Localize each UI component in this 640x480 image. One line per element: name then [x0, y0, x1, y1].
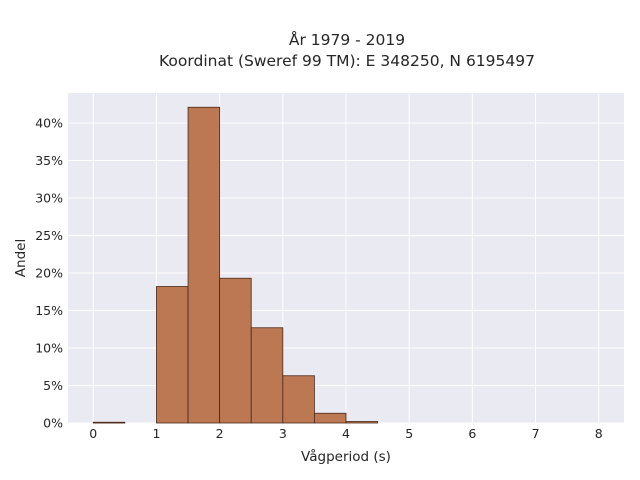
- x-tick-label: 8: [595, 426, 603, 441]
- y-tick-label: 25%: [35, 228, 63, 243]
- x-tick-label: 4: [342, 426, 350, 441]
- chart-subtitle: Koordinat (Sweref 99 TM): E 348250, N 61…: [159, 52, 535, 70]
- y-axis-ticks: 0% 5% 10% 15% 20% 25% 30% 35% 40%: [35, 116, 63, 431]
- histogram-bar: [250, 327, 284, 424]
- y-tick-label: 40%: [35, 116, 63, 131]
- y-tick-label: 35%: [35, 153, 63, 168]
- x-tick-label: 3: [279, 426, 287, 441]
- histogram-bar: [314, 412, 347, 424]
- chart-title: År 1979 - 2019: [289, 30, 405, 49]
- x-tick-label: 5: [405, 426, 413, 441]
- y-tick-label: 10%: [35, 341, 63, 356]
- histogram-bar: [187, 106, 221, 424]
- histogram-bar: [345, 421, 378, 424]
- x-axis-label: Vågperiod (s): [301, 448, 391, 465]
- y-tick-label: 0%: [43, 416, 63, 431]
- histogram-bars: [92, 106, 378, 424]
- x-tick-label: 0: [89, 426, 97, 441]
- x-tick-label: 7: [532, 426, 540, 441]
- x-tick-label: 6: [468, 426, 476, 441]
- y-tick-label: 20%: [35, 266, 63, 281]
- x-tick-label: 2: [216, 426, 224, 441]
- y-tick-label: 5%: [43, 378, 63, 393]
- histogram-bar: [219, 277, 252, 424]
- y-axis-label: Andel: [13, 239, 29, 277]
- x-axis-ticks: 0 1 2 3 4 5 6 7 8: [89, 426, 602, 441]
- histogram-bar: [92, 421, 126, 424]
- histogram-bar: [282, 375, 315, 424]
- histogram-bar: [156, 286, 189, 424]
- y-tick-label: 15%: [35, 303, 63, 318]
- y-tick-label: 30%: [35, 191, 63, 206]
- x-tick-label: 1: [152, 426, 160, 441]
